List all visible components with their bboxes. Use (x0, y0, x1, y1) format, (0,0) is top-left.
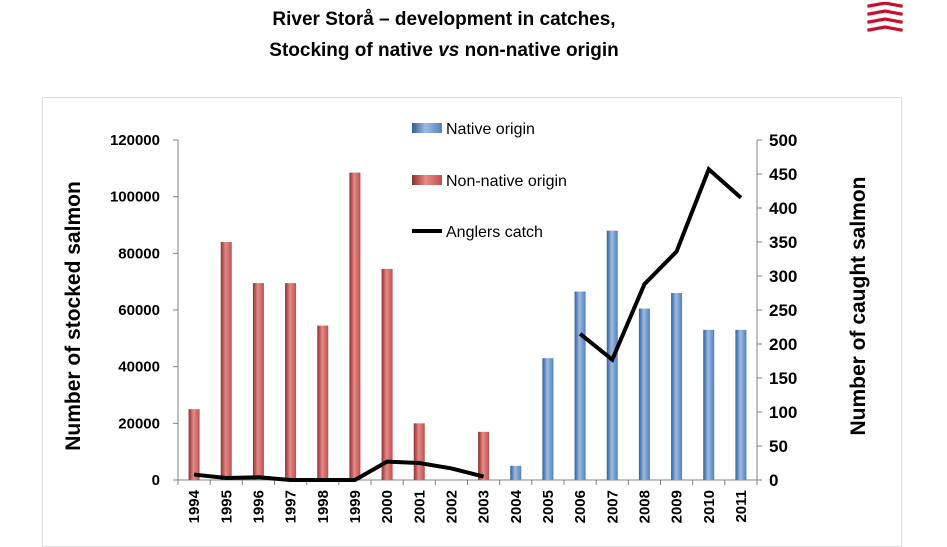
x-tick-label: 1994 (186, 489, 203, 523)
bar-series-group (188, 172, 747, 481)
line-anglers-catch-segment-0 (193, 459, 485, 482)
right-tick-label: 100 (769, 403, 797, 422)
logo-chevron-0 (867, 2, 903, 8)
bar-non-native-origin-1997 (285, 283, 297, 480)
x-tick-label: 2002 (443, 490, 460, 523)
x-tick-label: 2007 (604, 490, 621, 523)
logo-chevron-1 (867, 9, 903, 16)
bar-non-native-origin-1999 (349, 172, 361, 481)
bar-native-origin-2004 (510, 465, 522, 480)
x-tick-label: 2005 (540, 490, 557, 523)
left-tick-label: 80000 (118, 245, 160, 262)
y2-axis-title: Number of caught salmon (847, 176, 870, 435)
bar-non-native-origin-1998 (317, 325, 329, 480)
left-tick-label: 120000 (110, 132, 160, 149)
bar-native-origin-2011 (735, 329, 747, 480)
x-tick-label: 2008 (636, 490, 653, 523)
right-tick-label: 350 (769, 233, 797, 252)
right-tick-label: 250 (769, 301, 797, 320)
right-tick-label: 50 (769, 437, 788, 456)
right-tick-label: 300 (769, 267, 797, 286)
bar-native-origin-2009 (671, 293, 683, 480)
left-tick-label: 60000 (118, 302, 160, 319)
title-line-2-em: vs (438, 40, 460, 61)
legend: Native origin Non-native origin Anglers ca… (412, 121, 567, 241)
bar-non-native-origin-2000 (381, 268, 393, 480)
right-tick-label: 200 (769, 335, 797, 354)
x-tick-label: 2000 (379, 490, 396, 523)
logo-chevron-3 (867, 25, 903, 32)
stacked-red-chevrons-logo-icon (867, 2, 903, 32)
x-tick-label: 1996 (250, 490, 267, 523)
right-tick-label: 150 (769, 369, 797, 388)
x-tick-label: 2004 (508, 489, 525, 523)
x-tick-label: 1998 (315, 490, 332, 523)
right-tick-label: 0 (769, 471, 778, 490)
right-tick-label: 450 (769, 165, 797, 184)
bar-native-origin-2006 (574, 291, 586, 480)
x-tick-label: 1999 (347, 490, 364, 523)
bar-native-origin-2008 (638, 308, 650, 480)
bar-native-origin-2010 (703, 329, 715, 480)
line-anglers-catch-segment-1 (578, 165, 743, 363)
legend-label-native-origin: Native origin (446, 121, 535, 138)
x-tick-label: 2009 (669, 490, 686, 523)
left-tick-label: 100000 (110, 189, 160, 206)
x-tick-label: 2011 (733, 490, 750, 523)
x-tick-label: 2010 (701, 490, 718, 523)
left-tick-label: 20000 (118, 415, 160, 432)
title-line-2-post: non-native origin (459, 40, 619, 61)
bar-non-native-origin-1995 (220, 242, 232, 480)
y-axis-title: Number of stocked salmon (62, 181, 85, 451)
left-tick-label: 40000 (118, 359, 160, 376)
right-tick-label: 400 (769, 199, 797, 218)
title-line-2: Stocking of native vs non-native origin (0, 35, 888, 66)
left-tick-label: 0 (152, 472, 160, 489)
bar-non-native-origin-1996 (252, 283, 264, 480)
legend-swatch-native-origin (412, 123, 442, 133)
title-line-2-pre: Stocking of native (269, 40, 439, 61)
x-tick-label: 1997 (283, 490, 300, 523)
x-tick-label: 2003 (476, 490, 493, 523)
legend-label-non-native-origin: Non-native origin (446, 173, 567, 190)
x-tick-label: 1995 (218, 490, 235, 523)
slide-title: River Storå – development in catches, St… (0, 4, 888, 66)
x-tick-label: 2001 (411, 490, 428, 523)
legend-label-anglers-catch: Anglers catch (446, 224, 543, 241)
logo-chevron-2 (867, 17, 903, 24)
legend-swatch-non-native-origin (412, 175, 442, 185)
title-line-1: River Storå – development in catches, (272, 9, 616, 30)
bar-non-native-origin-1994 (188, 409, 200, 480)
axes: 0 20000 40000 60000 80000 100000 120000 0 50 100 1… (110, 131, 797, 523)
bar-native-origin-2005 (542, 358, 554, 480)
bar-non-native-origin-2003 (478, 431, 490, 480)
right-tick-label: 500 (769, 131, 797, 150)
bar-non-native-origin-2001 (413, 423, 425, 480)
x-tick-label: 2006 (572, 490, 589, 523)
